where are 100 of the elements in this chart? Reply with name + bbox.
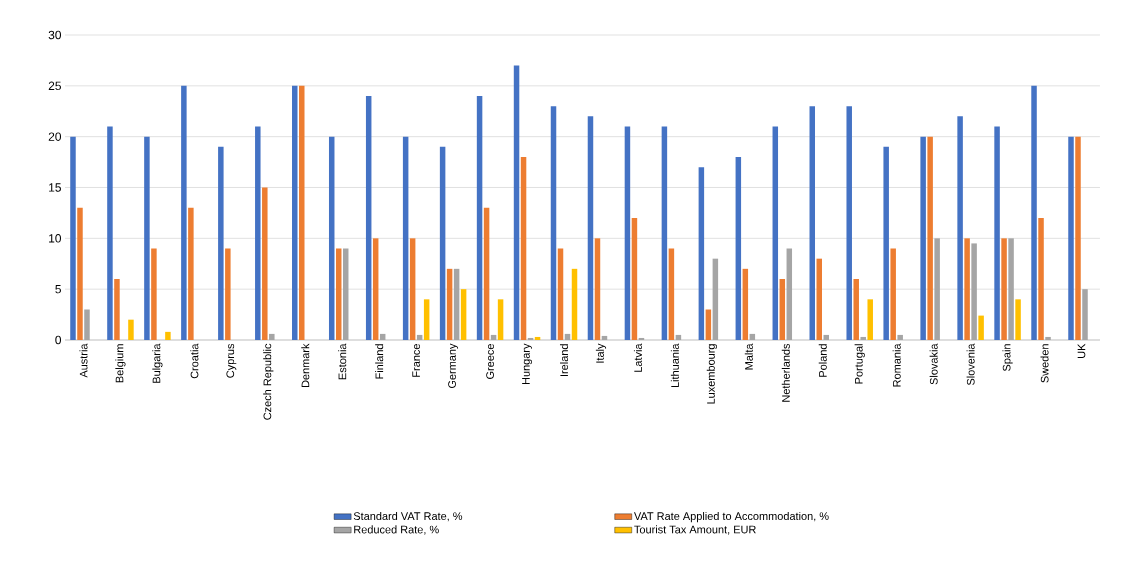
bar — [144, 136, 150, 340]
x-tick-label: Ireland — [559, 344, 569, 377]
x-tick-label: Denmark — [301, 343, 310, 388]
bar — [601, 335, 608, 340]
bar — [269, 333, 275, 340]
x-tick-label: Cyprus — [226, 343, 237, 378]
x-tick-label: Estonia — [338, 343, 347, 380]
bar — [292, 85, 298, 340]
bar — [453, 268, 460, 340]
bar — [439, 146, 446, 340]
bar — [188, 207, 194, 340]
bar — [114, 279, 120, 340]
bar — [867, 299, 873, 340]
legend-label: VAT Rate Applied to Accommodation, % — [633, 511, 829, 523]
bar — [218, 146, 224, 340]
bar — [446, 268, 453, 340]
bar — [402, 136, 409, 340]
bar — [1038, 218, 1044, 340]
bar — [335, 248, 342, 340]
bar — [151, 248, 157, 340]
x-tick-label: Spain — [1002, 344, 1013, 372]
bar — [328, 136, 335, 340]
bar — [786, 248, 793, 340]
bar — [883, 146, 889, 340]
bar — [423, 299, 430, 340]
x-tick-label: Finland — [375, 344, 384, 379]
x-tick-label: Croatia — [190, 343, 199, 379]
bar — [225, 248, 231, 340]
bar — [255, 126, 261, 340]
bar — [128, 319, 134, 340]
x-tick-label: Malta — [744, 343, 753, 370]
x-tick-label: Portugal — [854, 344, 865, 384]
x-tick-label: Czech Republic — [263, 343, 274, 420]
bar — [712, 258, 719, 340]
x-tick-label: Poland — [818, 344, 827, 377]
bar — [476, 96, 483, 340]
bar — [483, 207, 490, 340]
bar — [84, 309, 90, 340]
legend-label: Reduced Rate, % — [354, 525, 439, 535]
bar — [342, 248, 349, 340]
bar — [262, 187, 268, 340]
x-tick-label: Luxembourg — [706, 344, 717, 404]
bar — [890, 248, 896, 340]
bar — [994, 126, 1000, 340]
bar — [594, 238, 601, 340]
bar — [964, 238, 970, 340]
x-tick-label: Germany — [448, 343, 459, 389]
bar — [742, 268, 749, 340]
bar — [409, 238, 416, 340]
x-tick-label: Austria — [79, 343, 88, 378]
bar — [77, 207, 83, 340]
bar — [927, 136, 933, 340]
y-tick-label: 0 — [55, 335, 62, 345]
bar — [897, 334, 903, 340]
bar — [1015, 299, 1021, 340]
bar — [181, 85, 187, 340]
bar — [1068, 136, 1074, 340]
y-tick-label: 10 — [49, 234, 62, 243]
bar — [1045, 336, 1051, 340]
bar — [971, 243, 977, 340]
bar — [772, 126, 779, 340]
bar — [809, 106, 815, 340]
x-tick-label: Latvia — [633, 343, 642, 372]
legend-label: Tourist Tax Amount, EUR — [634, 525, 756, 535]
bar — [513, 65, 520, 340]
x-tick-label: Netherlands — [781, 343, 790, 402]
bar — [860, 336, 866, 340]
bar — [1075, 136, 1081, 340]
x-tick-label: Belgium — [115, 344, 126, 383]
bar — [1031, 85, 1037, 340]
bar — [497, 299, 504, 340]
bar — [571, 268, 578, 340]
bar — [1008, 238, 1014, 340]
bar — [520, 157, 527, 340]
bar — [1001, 238, 1007, 340]
x-tick-label: Lithuania — [670, 343, 679, 388]
bar — [70, 136, 76, 340]
bar — [527, 337, 534, 340]
bar — [638, 337, 645, 340]
y-tick-label: 5 — [55, 285, 61, 294]
x-tick-label: Hungary — [522, 343, 532, 385]
x-tick-label: UK — [1077, 343, 1086, 358]
bar — [557, 248, 564, 340]
bar — [816, 258, 822, 340]
bar — [978, 315, 984, 340]
x-tick-label: Sweden — [1040, 344, 1049, 383]
bar — [779, 279, 786, 340]
x-tick-label: Romania — [892, 343, 901, 387]
x-tick-label: Slovenia — [966, 343, 975, 386]
y-tick-label: 20 — [48, 132, 62, 141]
legend-label: Standard VAT Rate, % — [353, 511, 463, 522]
bar — [372, 238, 379, 340]
bar — [853, 279, 859, 340]
bar — [107, 126, 113, 340]
bar — [920, 136, 926, 340]
x-tick-label: Bulgaria — [152, 343, 163, 383]
y-tick-label: 15 — [49, 183, 61, 192]
bar — [698, 167, 705, 340]
bar — [631, 218, 638, 340]
x-tick-label: Italy — [595, 343, 607, 363]
